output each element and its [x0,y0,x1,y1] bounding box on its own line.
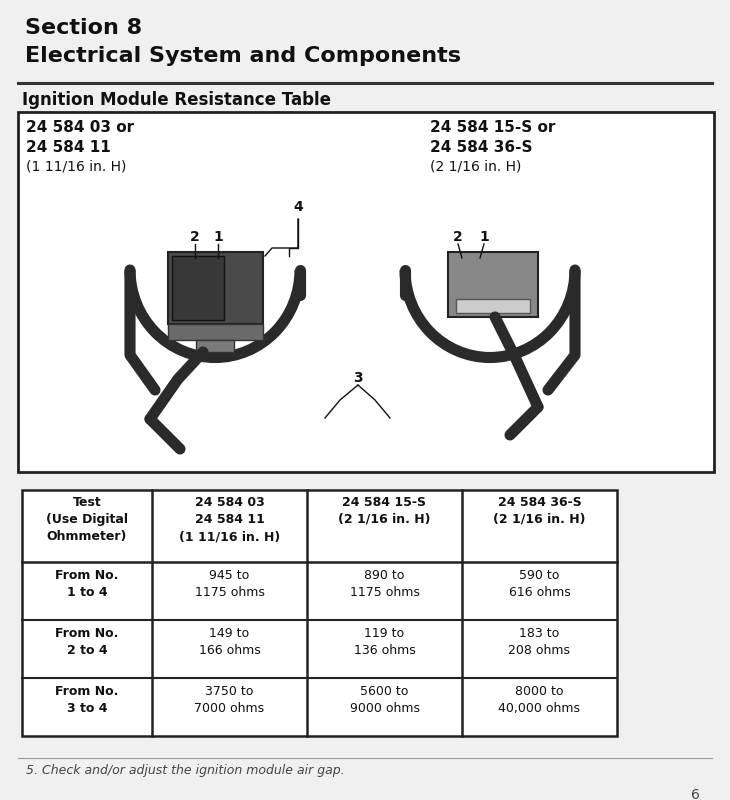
Text: 890 to
1175 ohms: 890 to 1175 ohms [350,569,420,599]
Text: (1 11/16 in. H): (1 11/16 in. H) [26,160,126,174]
Bar [22,490,617,736]
Text: From No.
1 to 4: From No. 1 to 4 [55,569,119,599]
Bar [172,256,224,320]
Text: 2: 2 [453,230,463,244]
Text: 5. Check and/or adjust the ignition module air gap.: 5. Check and/or adjust the ignition modu… [26,764,345,777]
Text: 8000 to
40,000 ohms: 8000 to 40,000 ohms [499,685,580,715]
Text: 24 584 11: 24 584 11 [26,140,111,155]
Bar [18,112,714,472]
Text: From No.
2 to 4: From No. 2 to 4 [55,627,119,657]
Text: Ignition Module Resistance Table: Ignition Module Resistance Table [22,91,331,109]
Bar [196,340,234,352]
Text: Electrical System and Components: Electrical System and Components [25,46,461,66]
Bar [448,252,538,317]
Text: 119 to
136 ohms: 119 to 136 ohms [353,627,415,657]
Text: 1: 1 [213,230,223,244]
Text: 5600 to
9000 ohms: 5600 to 9000 ohms [350,685,420,715]
Text: 590 to
616 ohms: 590 to 616 ohms [509,569,570,599]
Bar [456,299,530,313]
Text: Section 8: Section 8 [25,18,142,38]
Text: From No.
3 to 4: From No. 3 to 4 [55,685,119,715]
Text: 24 584 15-S or: 24 584 15-S or [430,120,556,135]
Text: 6: 6 [691,788,700,800]
Text: 24 584 36-S: 24 584 36-S [430,140,532,155]
Bar [168,324,263,340]
Text: 4: 4 [293,200,303,214]
Text: 24 584 03
24 584 11
(1 11/16 in. H): 24 584 03 24 584 11 (1 11/16 in. H) [179,496,280,543]
Text: Test
(Use Digital
Ohmmeter): Test (Use Digital Ohmmeter) [46,496,128,543]
Text: 2: 2 [190,230,200,244]
Text: 3: 3 [353,371,363,385]
Text: 24 584 03 or: 24 584 03 or [26,120,134,135]
Text: 183 to
208 ohms: 183 to 208 ohms [509,627,571,657]
Text: 24 584 15-S
(2 1/16 in. H): 24 584 15-S (2 1/16 in. H) [338,496,431,526]
Text: 24 584 36-S
(2 1/16 in. H): 24 584 36-S (2 1/16 in. H) [493,496,585,526]
Text: 3750 to
7000 ohms: 3750 to 7000 ohms [194,685,264,715]
Bar [168,252,263,324]
Text: 945 to
1175 ohms: 945 to 1175 ohms [195,569,264,599]
Text: 1: 1 [479,230,489,244]
Text: (2 1/16 in. H): (2 1/16 in. H) [430,160,521,174]
Text: 149 to
166 ohms: 149 to 166 ohms [199,627,261,657]
